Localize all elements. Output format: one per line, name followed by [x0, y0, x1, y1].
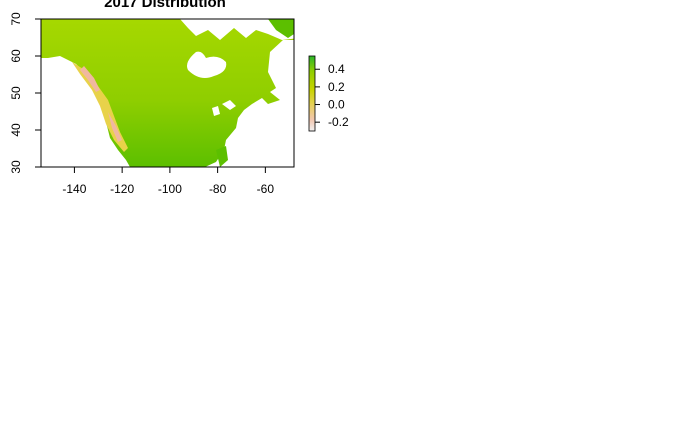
great-lakes: [212, 100, 236, 116]
legend-ticks: 0.4 0.2 0.0 -0.2: [315, 62, 349, 129]
y-tick-label: 60: [9, 49, 23, 63]
y-tick-label: 30: [9, 160, 23, 174]
land-region: [41, 19, 294, 167]
legend-tick-label: 0.2: [328, 80, 345, 94]
y-tick-label: 40: [9, 123, 23, 137]
x-tick-label: -60: [257, 182, 275, 196]
legend-tick-label: 0.0: [328, 98, 345, 112]
map-land: [41, 19, 294, 167]
legend-colorbar: [308, 55, 316, 132]
x-tick-label: -100: [158, 182, 182, 196]
hudson-bay: [187, 51, 227, 78]
x-tick-label: -120: [110, 182, 134, 196]
y-tick-label: 70: [9, 12, 23, 26]
map-title: 2017 Distribution: [104, 0, 226, 11]
y-axis: 30 40 50 60 70: [9, 12, 41, 174]
legend-tick-label: 0.4: [328, 62, 345, 76]
west-coast-low: [80, 66, 100, 92]
northern-islands-gap: [180, 19, 294, 40]
southern-mountain-band: [108, 112, 122, 142]
x-tick-label: -140: [62, 182, 86, 196]
x-tick-label: -80: [209, 182, 227, 196]
legend-tick-label: -0.2: [328, 115, 349, 129]
x-axis: -140 -120 -100 -80 -60: [62, 167, 274, 196]
greenland-region: [268, 19, 294, 38]
southeast-coast: [216, 146, 228, 167]
y-tick-label: 50: [9, 86, 23, 100]
